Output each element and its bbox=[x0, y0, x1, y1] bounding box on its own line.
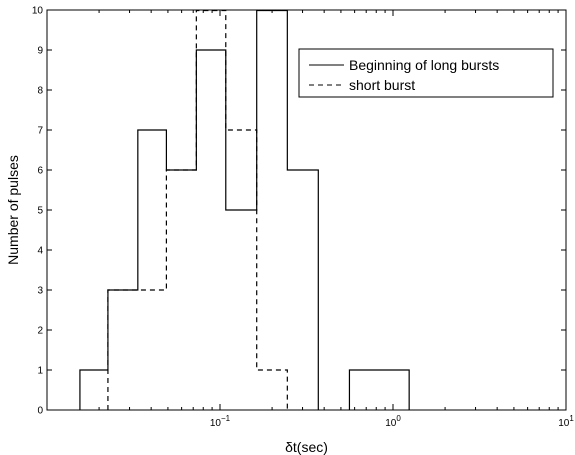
x-tick-label: 101 bbox=[558, 414, 574, 429]
y-tick-label: 10 bbox=[32, 6, 44, 17]
y-tick-label: 0 bbox=[37, 406, 43, 417]
y-tick-label: 5 bbox=[37, 206, 43, 217]
legend-label-short-burst: short burst bbox=[349, 77, 415, 93]
series-layer bbox=[79, 9, 410, 410]
tick-layer: 0 1 2 3 4 5 6 7 8 9 10 10−1 100 101 bbox=[32, 6, 574, 430]
y-tick-label: 6 bbox=[37, 166, 43, 177]
series-short-burst-outline bbox=[107, 9, 288, 410]
y-tick-label: 1 bbox=[37, 366, 43, 377]
x-tick-label: 100 bbox=[385, 414, 401, 429]
series-long-bursts-outline bbox=[348, 369, 410, 410]
legend-label-long-bursts: Beginning of long bursts bbox=[349, 57, 499, 73]
y-tick-label: 3 bbox=[37, 286, 43, 297]
legend-box bbox=[298, 48, 554, 98]
y-tick-label: 8 bbox=[37, 86, 43, 97]
y-tick-label: 2 bbox=[37, 326, 43, 337]
y-axis-label: Number of pulses bbox=[5, 155, 21, 265]
y-tick-label: 9 bbox=[37, 46, 43, 57]
y-tick-label: 7 bbox=[37, 126, 43, 137]
legend: Beginning of long bursts short burst bbox=[298, 48, 554, 98]
y-tick-label: 4 bbox=[37, 246, 43, 257]
x-axis-label: δt(sec) bbox=[285, 439, 328, 455]
x-tick-label: 10−1 bbox=[210, 414, 231, 429]
